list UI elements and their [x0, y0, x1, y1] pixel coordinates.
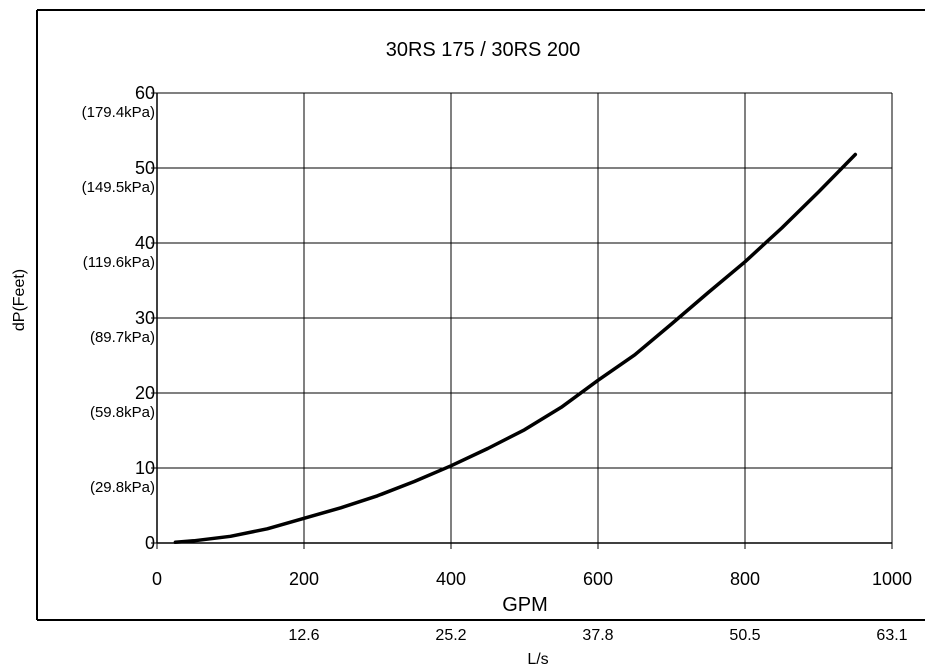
secondary-x-tick-label: 63.1: [876, 627, 907, 644]
y-tick-sublabel: (59.8kPa): [90, 404, 155, 421]
y-tick-label: 20: [135, 383, 155, 403]
x-tick-label: 800: [730, 569, 760, 589]
x-tick-label: 0: [152, 569, 162, 589]
x-tick-label: 1000: [872, 569, 912, 589]
secondary-x-tick-label: 37.8: [582, 627, 613, 644]
axis-layer: [156, 93, 892, 544]
x-tick-label: 600: [583, 569, 613, 589]
x-axis-label: GPM: [502, 594, 548, 616]
y-tick-label: 30: [135, 308, 155, 328]
grid-layer: [151, 92, 893, 549]
y-tick-label: 0: [145, 533, 155, 553]
secondary-x-axis-label: L/s: [527, 651, 548, 666]
y-tick-sublabel: (89.7kPa): [90, 329, 155, 346]
y-tick-label: 60: [135, 83, 155, 103]
y-tick-sublabel: (179.4kPa): [82, 104, 155, 121]
series-layer: [173, 152, 858, 545]
secondary-x-tick-label: 12.6: [288, 627, 319, 644]
y-axis-label: dP(Feet): [11, 269, 28, 331]
chart-title: 30RS 175 / 30RS 200: [386, 39, 581, 61]
y-tick-label: 50: [135, 158, 155, 178]
y-tick-sublabel: (29.8kPa): [90, 479, 155, 496]
y-tick-sublabel: (119.6kPa): [83, 254, 155, 271]
tick-label-layer: 0 200 400 600 800 1000 0 10(29.8kPa) 20(59.8kPa)…: [82, 83, 912, 644]
secondary-x-tick-label: 25.2: [435, 627, 466, 644]
x-tick-label: 400: [436, 569, 466, 589]
y-tick-label: 40: [135, 233, 155, 253]
y-tick-sublabel: (149.5kPa): [82, 179, 155, 196]
series-line: [173, 152, 858, 545]
x-tick-label: 200: [289, 569, 319, 589]
y-tick-label: 10: [135, 458, 155, 478]
secondary-x-tick-label: 50.5: [729, 627, 760, 644]
